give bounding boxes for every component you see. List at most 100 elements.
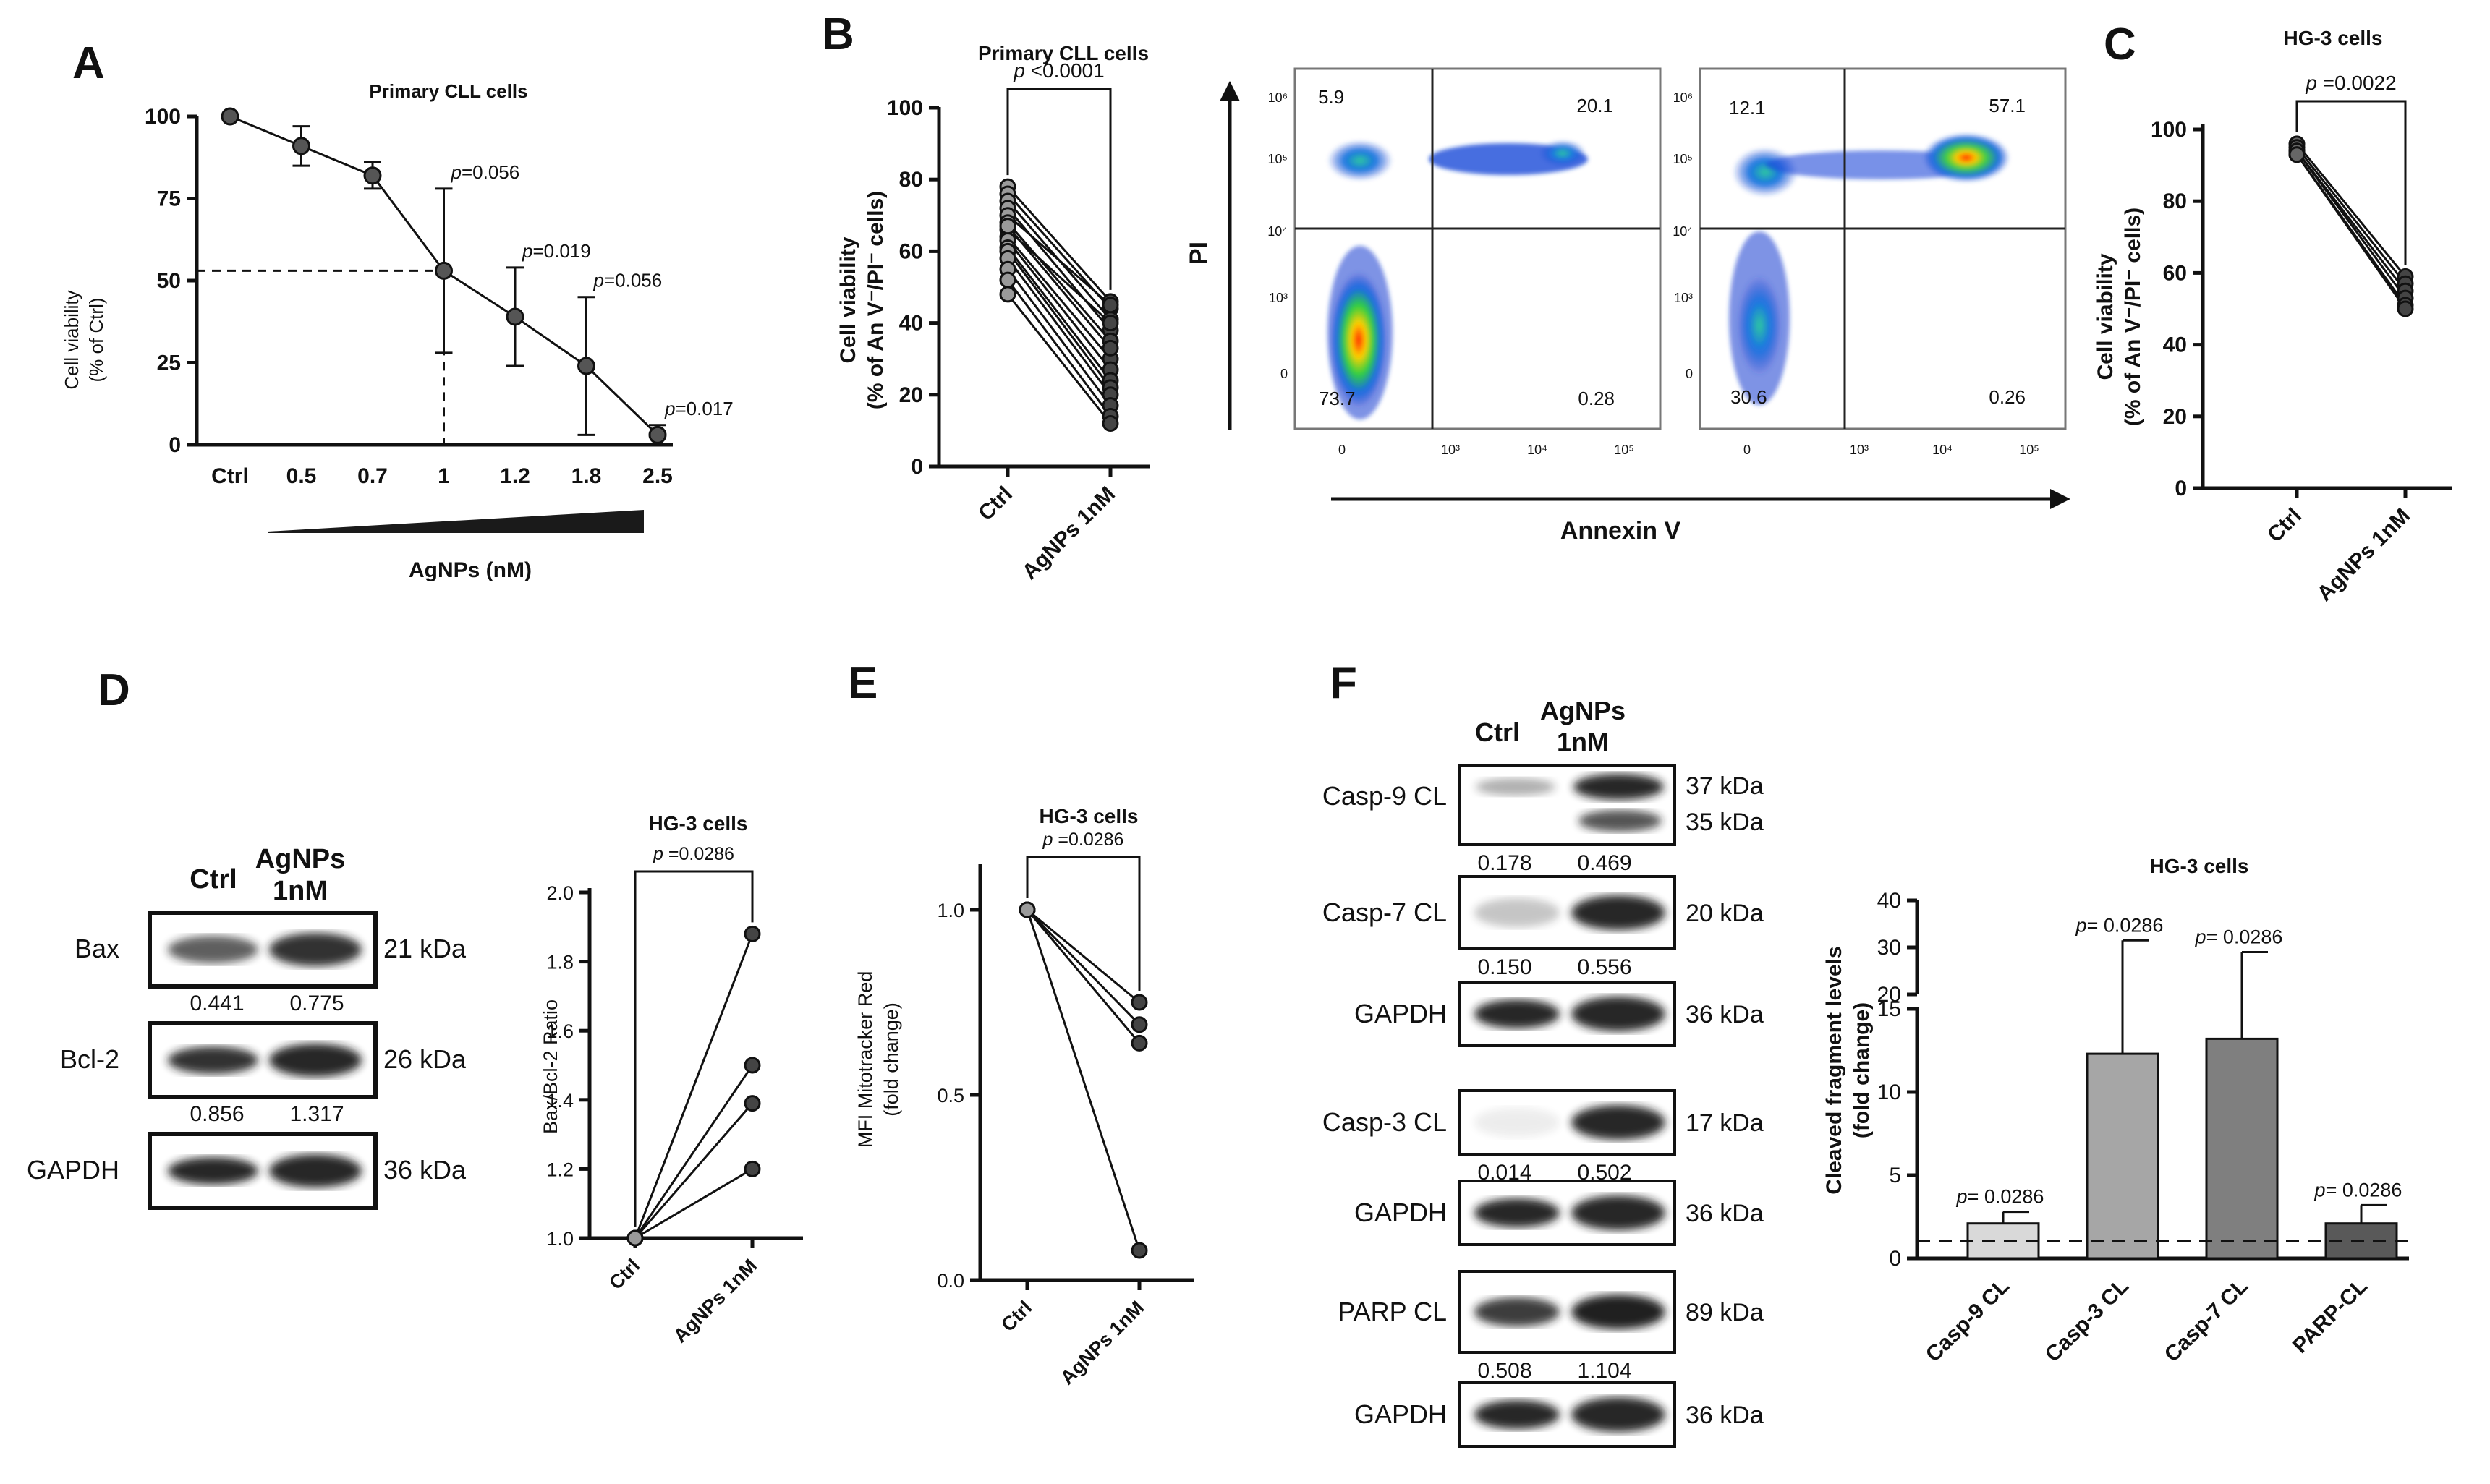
chart-c-pair-line [2295,142,2407,278]
chart-f-xtick-label: Casp-3 CL [2041,1274,2133,1367]
chart-c-pair-line [2295,146,2407,285]
chart-a-ylabel-line2: (% of Ctrl) [85,298,107,383]
flow2-cluster-late-core [1923,133,2010,182]
flow2-cluster-viable [1736,275,1782,376]
chart-f-ytick-label: 5 [1889,1164,1901,1187]
blot-f-quant-ctrl: 0.508 [1477,1359,1531,1383]
chart-b-xtick-label: Ctrl [974,482,1017,526]
chart-a-xtick-label: 2.5 [642,464,673,488]
blot-f-band-agnps [1571,1397,1665,1432]
chart-d-ytick-label: 1.2 [546,1159,574,1180]
chart-a-ytick-label: 75 [157,187,181,211]
blot-f-row-label: Casp-3 CL [1322,1107,1447,1137]
blot-f-kda: 89 kDa [1686,1299,1764,1326]
blot-d-col-agnps: AgNPs [255,844,346,874]
chart-f-ylabel-line2: (fold change) [1850,1002,1874,1138]
blot-d-col-agnps-dose: 1nM [273,876,328,906]
blot-d-kda: 26 kDa [383,1044,467,1074]
chart-f-pvalue: p= 0.0286 [2314,1179,2402,1201]
chart-d-pvalue: p =0.0286 [653,844,734,864]
chart-e-treated-point [1131,1242,1148,1259]
chart-a-pvalue: p=0.056 [593,270,663,291]
blot-d-row-label: Bax [75,934,119,963]
chart-b-ylabel-line2: (% of An V⁻/PI⁻ cells) [864,191,888,409]
blot-d-quant-ctrl: 0.856 [190,1102,244,1126]
chart-f-ytick-label: 30 [1877,936,1901,960]
chart-b-ctrl-point [999,218,1016,235]
blot-f-kda: 36 kDa [1686,1001,1764,1028]
chart-d-pair-line [634,1102,754,1239]
chart-a-xtick-label: 1 [438,464,450,488]
chart-d-pair-line [634,1065,754,1239]
flow2-xtick-label: 10⁵ [2019,443,2039,457]
blot-f-kda: 37 kDa [1686,772,1764,800]
chart-d-treated-point [744,925,761,942]
chart-d-ytick-label: 2.0 [546,882,574,904]
chart-c-ytick-label: 20 [2163,405,2187,429]
chart-e-treated-point [1131,1016,1148,1033]
chart-d-ytick-label: 1.8 [546,952,574,973]
blot-d-kda: 36 kDa [383,1155,467,1185]
chart-a-pvalue: p=0.019 [522,240,591,262]
flow2-q2: 57.1 [1989,95,2026,116]
chart-e-title: HG-3 cells [1040,805,1139,827]
chart-b-ytick-label: 80 [899,168,923,192]
chart-b-ytick-label: 20 [899,383,923,407]
blot-f-band-ctrl [1474,1297,1560,1326]
blot-d-band-ctrl [168,936,258,963]
blot-d-col-ctrl: Ctrl [190,864,237,895]
blot-d-band-ctrl [168,1157,258,1185]
chart-c-treated-point [2397,300,2414,317]
chart-e-ylabel-line1: MFI Mitotracker Red [854,971,876,1148]
blot-d-band-agnps [269,1154,362,1187]
chart-b-ytick-label: 0 [911,455,923,479]
flow1-q3: 73.7 [1319,388,1356,409]
blot-d-quant-agnps: 0.775 [289,992,344,1015]
flow-xlabel: Annexin V [1560,517,1681,545]
chart-a-xtick-label: 1.8 [571,464,602,488]
blot-f-band-agnps [1573,774,1664,800]
chart-b-pair-line [1006,247,1112,381]
chart-e-ytick-label: 1.0 [937,900,964,921]
chart-b-pair-line [1006,186,1112,302]
blot-f-quant-agnps: 0.556 [1577,955,1631,979]
panel-a-dose-response: Primary CLL cells Cell viability (% of C… [61,80,734,582]
panel-letter-b: B [822,9,854,59]
blot-f-band-ctrl [1474,1198,1560,1227]
chart-b-treated-point [1102,297,1119,314]
chart-f-ytick-label: 40 [1877,889,1901,913]
blot-f-col-agnps-dose: 1nM [1557,727,1609,756]
blot-f-row-label: GAPDH [1354,999,1447,1028]
flow2-xtick-label: 10³ [1850,443,1869,457]
flow-ylabel: PI [1185,242,1212,265]
chart-b-pvalue: p <0.0001 [1013,59,1104,82]
chart-a-point [292,137,310,155]
blot-f-kda-lower: 35 kDa [1686,809,1764,836]
chart-e-pair-line [1027,908,1140,1004]
blot-d-band-ctrl [168,1046,258,1074]
blot-f-row-label: GAPDH [1354,1399,1447,1429]
panel-e-mitotracker: HG-3 cells MFI Mitotracker Red (fold cha… [854,805,1194,1389]
chart-b-treated-point [1102,315,1119,332]
flow2-ytick-label: 10⁵ [1673,152,1693,166]
chart-a-point [577,357,595,375]
chart-c-pvalue: p =0.0022 [2305,72,2396,94]
chart-d-ctrl-point [626,1229,644,1247]
flow1-ytick-label: 10⁴ [1267,224,1288,239]
chart-b-ctrl-point [999,286,1016,303]
flow-plot-ctrl: 5.9 20.1 73.7 0.28 [1293,67,1662,430]
chart-b-title: Primary CLL cells [978,42,1149,64]
chart-d-xtick-label: AgNPs 1nM [669,1255,761,1347]
blot-d-quant-ctrl: 0.441 [190,992,244,1015]
flow1-q2: 20.1 [1576,95,1613,116]
chart-e-ytick-label: 0.5 [937,1085,964,1106]
chart-c-ytick-label: 40 [2163,333,2187,357]
chart-a-xtick-label: Ctrl [211,464,249,488]
chart-a-title: Primary CLL cells [369,80,527,102]
chart-b-ytick-label: 60 [899,239,923,263]
chart-e-ytick-label: 0.0 [937,1270,964,1292]
flow1-cluster-necrotic [1327,140,1393,181]
blot-f-col-ctrl: Ctrl [1475,717,1520,747]
blot-f-quant-ctrl: 0.178 [1477,851,1531,875]
chart-a-pvalue: p=0.056 [451,161,520,183]
